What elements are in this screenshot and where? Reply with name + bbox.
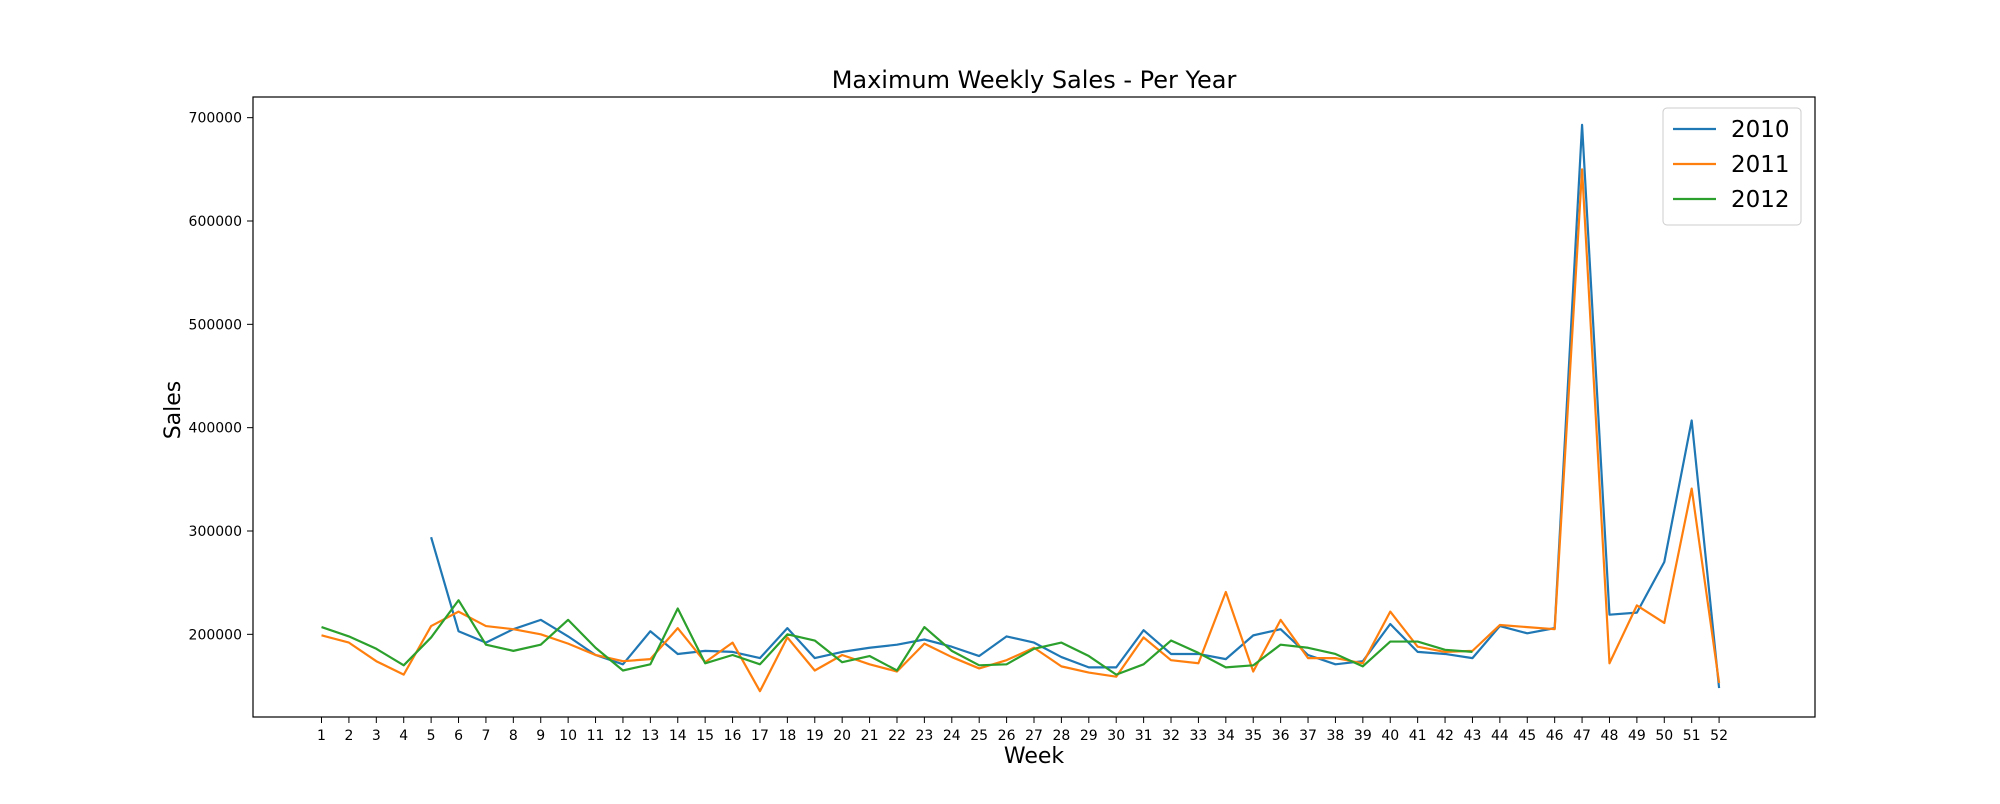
x-tick-label: 37 [1299,728,1317,744]
x-tick-label: 16 [724,728,742,744]
x-tick-label: 50 [1655,728,1673,744]
x-tick-label: 15 [696,728,714,744]
x-tick-label: 12 [614,728,632,744]
x-tick-label: 18 [778,728,796,744]
legend-label-2012: 2012 [1731,187,1790,213]
x-tick-label: 14 [669,728,687,744]
x-tick-label: 9 [536,728,545,744]
x-tick-label: 19 [806,728,824,744]
x-tick-label: 39 [1354,728,1372,744]
x-tick-label: 33 [1190,728,1208,744]
x-tick-label: 21 [861,728,879,744]
x-tick-label: 31 [1135,728,1153,744]
series-line-2010 [430,123,1721,689]
x-tick-label: 6 [454,728,463,744]
x-tick-label: 46 [1546,728,1564,744]
x-tick-label: 30 [1107,728,1125,744]
x-tick-label: 24 [943,728,961,744]
x-tick-label: 13 [641,728,659,744]
x-axis-label: Week [1004,744,1065,769]
x-tick-label: 40 [1381,728,1399,744]
x-tick-label: 8 [509,728,518,744]
x-tick-label: 25 [970,728,988,744]
series-line-2011 [321,168,1721,693]
x-tick-label: 45 [1518,728,1536,744]
x-tick-label: 34 [1217,728,1235,744]
y-tick-label: 700000 [189,111,242,127]
x-tick-label: 11 [587,728,605,744]
x-tick-label: 29 [1080,728,1098,744]
x-tick-label: 38 [1327,728,1345,744]
legend: 2010 2011 2012 [1662,107,1802,226]
x-tick-label: 26 [998,728,1016,744]
x-tick-label: 47 [1573,728,1591,744]
x-tick-label: 42 [1436,728,1454,744]
legend-box [1662,107,1802,226]
x-tick-label: 48 [1601,728,1619,744]
x-tick-label: 23 [915,728,933,744]
x-tick-label: 35 [1244,728,1262,744]
x-tick-label: 51 [1683,728,1701,744]
x-tick-label: 22 [888,728,906,744]
legend-label-2010: 2010 [1731,117,1790,143]
x-tick-label: 20 [833,728,851,744]
y-tick-label: 500000 [189,317,242,333]
x-tick-label: 2 [344,728,353,744]
chart-title: Maximum Weekly Sales - Per Year [832,66,1237,94]
x-tick-label: 41 [1409,728,1427,744]
x-tick-label: 3 [372,728,381,744]
x-tick-label: 1 [317,728,326,744]
y-tick-label: 600000 [189,214,242,230]
x-tick-label: 32 [1162,728,1180,744]
x-tick-label: 27 [1025,728,1043,744]
legend-label-2011: 2011 [1731,152,1790,178]
x-tick-label: 43 [1464,728,1482,744]
y-tick-label: 400000 [189,421,242,437]
series-line-2012 [321,599,1473,676]
x-tick-label: 44 [1491,728,1509,744]
x-tick-label: 28 [1052,728,1070,744]
x-tick-label: 49 [1628,728,1646,744]
x-tick-label: 5 [427,728,436,744]
x-tick-label: 52 [1710,728,1728,744]
x-tick-label: 17 [751,728,769,744]
y-axis-label: Sales [161,381,186,440]
plot-area: 1 2 3 4 5 6 7 8 9 10 11 12 13 14 15 16 17 18 19 20 21 22 23 24 2… [189,96,1816,744]
x-tick-label: 4 [399,728,408,744]
y-tick-label: 300000 [189,524,242,540]
x-tick-label: 10 [559,728,577,744]
x-tick-label: 36 [1272,728,1290,744]
y-tick-label: 200000 [189,627,242,643]
x-tick-label: 7 [481,728,490,744]
